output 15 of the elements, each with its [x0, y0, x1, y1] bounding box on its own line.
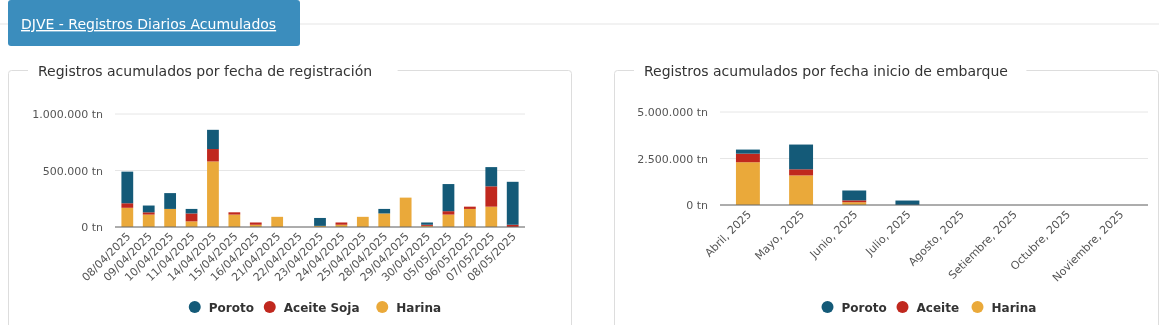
legend-label: Aceite Soja	[283, 300, 360, 315]
y-tick-label: 2.500.000 tn	[637, 152, 709, 166]
y-tick-label: 0 tn	[81, 221, 104, 234]
legend-label: Poroto	[208, 300, 254, 315]
y-tick-label: 500.000 tn	[42, 164, 104, 178]
legend-label: Harina	[991, 300, 1037, 315]
y-tick-label: 1.000.000 tn	[32, 108, 104, 121]
text: DJVE - Registros Diarios Acumulados	[21, 16, 277, 32]
y-tick-label: 5.000.000 tn	[637, 106, 709, 119]
chart-title: Registros acumulados por fecha inicio de embarque	[644, 63, 1008, 79]
y-tick-label: 0 tn	[686, 199, 709, 212]
legend-label: Aceite	[916, 300, 960, 315]
legend-label: Harina	[396, 300, 442, 315]
legend-label: Poroto	[841, 300, 887, 315]
chart-title: Registros acumulados por fecha de registración	[38, 63, 373, 79]
